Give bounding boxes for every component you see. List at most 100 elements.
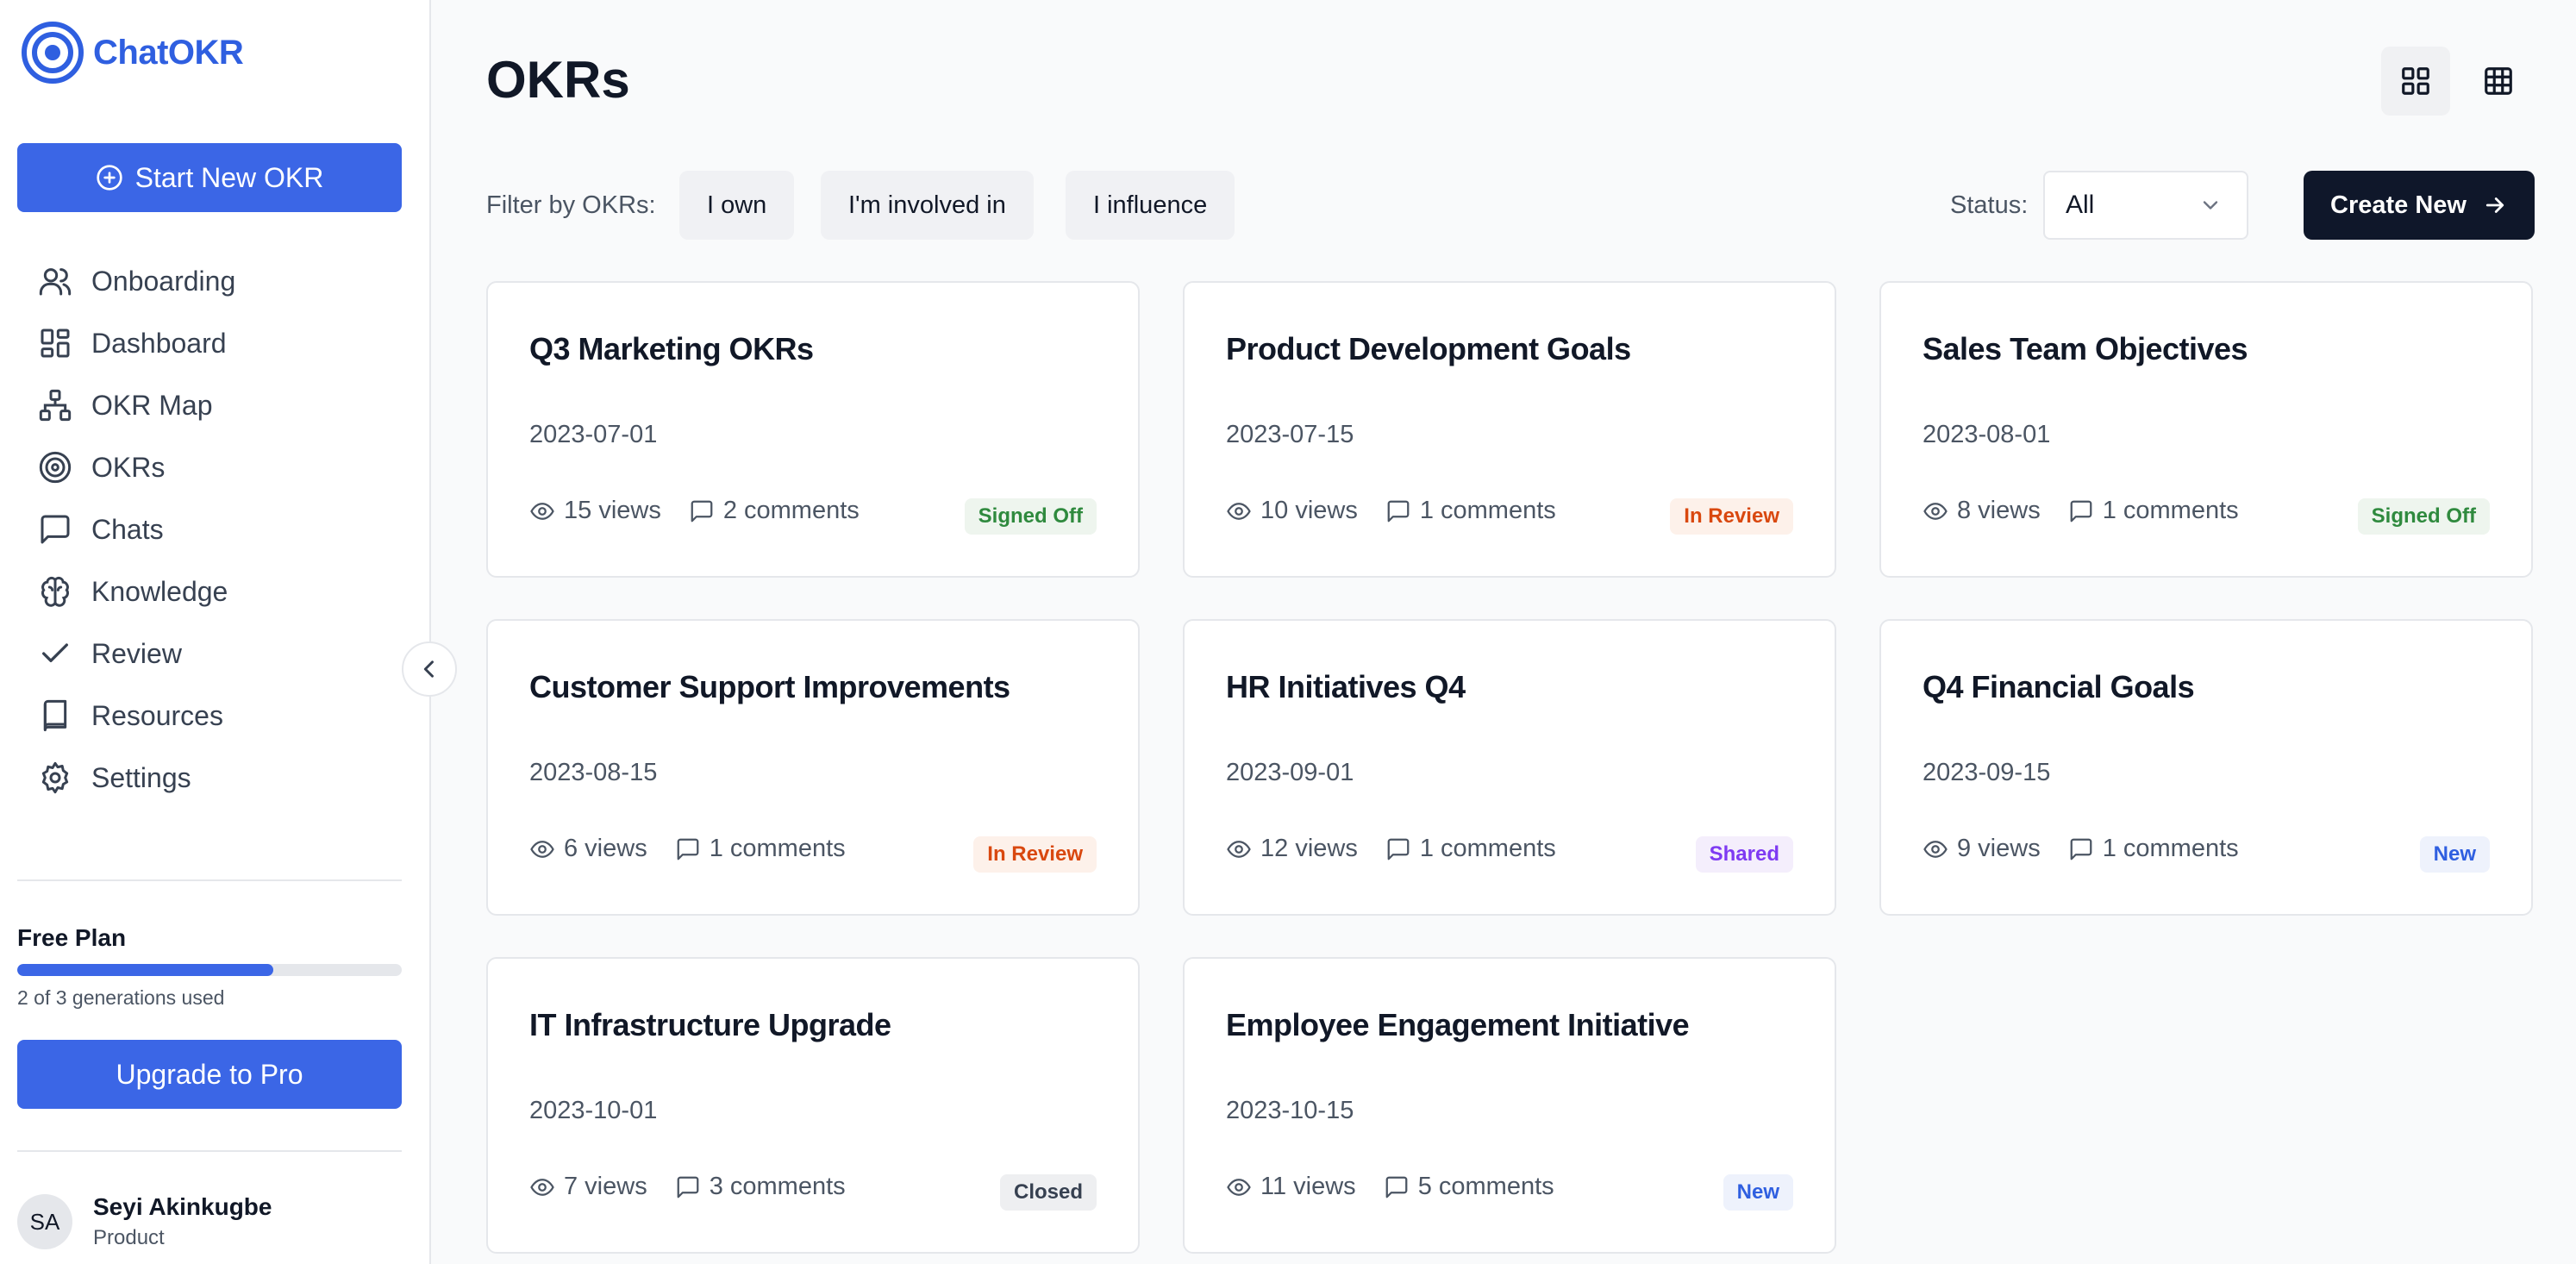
- status-badge: In Review: [973, 836, 1097, 873]
- sidebar-item-okrs[interactable]: OKRs: [17, 436, 402, 498]
- views-text: 6 views: [564, 835, 647, 862]
- user-profile[interactable]: SA Seyi Akinkugbe Product: [17, 1193, 272, 1250]
- plan-usage-bar: [17, 964, 402, 976]
- chevron-down-icon: [2203, 201, 2218, 210]
- plan-usage-fill: [17, 964, 274, 976]
- start-new-okr-button[interactable]: Start New OKR: [17, 143, 402, 212]
- eye-icon: [530, 502, 554, 520]
- check-icon: [42, 643, 69, 662]
- sidebar-item-okr-map[interactable]: OKR Map: [17, 374, 402, 436]
- sidebar-nav: Onboarding Dashboard OKR Map OKRs Chats: [17, 250, 402, 809]
- okr-card-date: 2023-10-01: [529, 1097, 658, 1124]
- okr-card-date: 2023-09-01: [1226, 759, 1354, 786]
- views-text: 10 views: [1260, 497, 1358, 524]
- views-count: 9 views: [1923, 835, 2041, 863]
- comments-text: 1 comments: [2102, 497, 2239, 524]
- sidebar-item-resources[interactable]: Resources: [17, 685, 402, 747]
- filter-i-own[interactable]: I own: [679, 171, 795, 240]
- views-count: 11 views: [1226, 1173, 1356, 1201]
- views-count: 8 views: [1923, 497, 2041, 525]
- plan-title: Free Plan: [17, 924, 127, 951]
- sidebar-item-dashboard[interactable]: Dashboard: [17, 312, 402, 374]
- sidebar-item-review[interactable]: Review: [17, 623, 402, 685]
- comments-text: 1 comments: [1419, 835, 1556, 862]
- logo[interactable]: ChatOKR: [21, 21, 244, 84]
- okr-card-date: 2023-08-01: [1923, 421, 2051, 448]
- okr-card[interactable]: Product Development Goals 2023-07-15 10 vi…: [1183, 281, 1836, 578]
- book-icon: [43, 699, 67, 732]
- views-text: 11 views: [1260, 1173, 1356, 1200]
- create-new-button[interactable]: Create New: [2304, 171, 2535, 240]
- views-text: 12 views: [1260, 835, 1358, 862]
- okr-card[interactable]: Q4 Financial Goals 2023-09-15 9 views 1 com…: [1879, 619, 2533, 916]
- sidebar-item-label: Dashboard: [91, 327, 227, 359]
- sidebar-item-chats[interactable]: Chats: [17, 498, 402, 560]
- eye-icon: [1227, 502, 1251, 520]
- okr-card-date: 2023-10-15: [1226, 1097, 1354, 1124]
- views-text: 9 views: [1957, 835, 2041, 862]
- okr-card-date: 2023-07-01: [529, 421, 658, 448]
- dashboard-icon: [41, 329, 70, 358]
- comment-icon: [677, 838, 699, 860]
- comments-count: 5 comments: [1384, 1173, 1554, 1201]
- okr-card-meta: 10 views 1 comments: [1226, 497, 1556, 525]
- divider: [17, 879, 402, 881]
- eye-icon: [530, 1178, 554, 1196]
- okr-card[interactable]: HR Initiatives Q4 2023-09-01 12 views 1 com…: [1183, 619, 1836, 916]
- eye-icon: [1923, 840, 1948, 858]
- avatar: SA: [17, 1194, 72, 1249]
- sidebar: ChatOKR Start New OKR Onboarding Dashboa…: [0, 0, 431, 1264]
- okr-card[interactable]: Customer Support Improvements 2023-08-15 6…: [486, 619, 1140, 916]
- upgrade-to-pro-button[interactable]: Upgrade to Pro: [17, 1040, 402, 1109]
- comment-icon: [677, 1176, 699, 1198]
- views-text: 7 views: [564, 1173, 647, 1200]
- okr-card-title: Q4 Financial Goals: [1923, 669, 2195, 704]
- comment-icon: [1387, 500, 1410, 522]
- comment-icon: [1385, 1176, 1408, 1198]
- comments-text: 1 comments: [709, 835, 846, 862]
- sidebar-item-settings[interactable]: Settings: [17, 747, 402, 809]
- filter-influence[interactable]: I influence: [1066, 171, 1235, 240]
- table-icon: [2485, 67, 2512, 95]
- okr-card[interactable]: IT Infrastructure Upgrade 2023-10-01 7 vie…: [486, 957, 1140, 1254]
- chevron-left-icon: [423, 660, 434, 678]
- comments-count: 1 comments: [1385, 497, 1556, 525]
- views-text: 8 views: [1957, 497, 2041, 524]
- brain-icon: [41, 576, 69, 607]
- comments-count: 1 comments: [2068, 835, 2239, 863]
- grid-view-button[interactable]: [2381, 47, 2450, 116]
- views-text: 15 views: [564, 497, 661, 524]
- sidebar-item-knowledge[interactable]: Knowledge: [17, 560, 402, 623]
- status-badge: Signed Off: [964, 498, 1097, 535]
- map-icon: [39, 389, 72, 422]
- okr-card[interactable]: Sales Team Objectives 2023-08-01 8 views 1 …: [1879, 281, 2533, 578]
- filter-involved[interactable]: I'm involved in: [821, 171, 1034, 240]
- start-new-okr-label: Start New OKR: [134, 161, 324, 193]
- table-view-button[interactable]: [2464, 47, 2533, 116]
- sidebar-item-label: Chats: [91, 513, 164, 545]
- views-count: 10 views: [1226, 497, 1358, 525]
- collapse-sidebar-button[interactable]: [402, 641, 457, 697]
- okr-card-title: Customer Support Improvements: [529, 669, 1010, 704]
- comments-text: 5 comments: [1417, 1173, 1554, 1200]
- views-count: 6 views: [529, 835, 647, 863]
- users-icon: [39, 268, 72, 296]
- sidebar-item-label: Onboarding: [91, 265, 236, 297]
- views-count: 7 views: [529, 1173, 647, 1201]
- filter-label: Filter by OKRs:: [486, 191, 656, 219]
- user-name: Seyi Akinkugbe: [93, 1193, 272, 1220]
- status-select[interactable]: All: [2043, 171, 2248, 240]
- plan-usage-text: 2 of 3 generations used: [17, 986, 225, 1009]
- app-name: ChatOKR: [93, 33, 244, 72]
- okr-card-title: Product Development Goals: [1226, 331, 1631, 366]
- plus-circle-icon: [96, 165, 122, 191]
- chat-icon: [41, 515, 70, 544]
- status-badge: Closed: [999, 1174, 1097, 1211]
- okr-card[interactable]: Employee Engagement Initiative 2023-10-15…: [1183, 957, 1836, 1254]
- okr-card-title: HR Initiatives Q4: [1226, 669, 1466, 704]
- okr-card-meta: 12 views 1 comments: [1226, 835, 1556, 863]
- okr-card[interactable]: Q3 Marketing OKRs 2023-07-01 15 views 2 com…: [486, 281, 1140, 578]
- sidebar-item-onboarding[interactable]: Onboarding: [17, 250, 402, 312]
- arrow-right-icon: [2485, 197, 2504, 213]
- comment-icon: [1387, 838, 1410, 860]
